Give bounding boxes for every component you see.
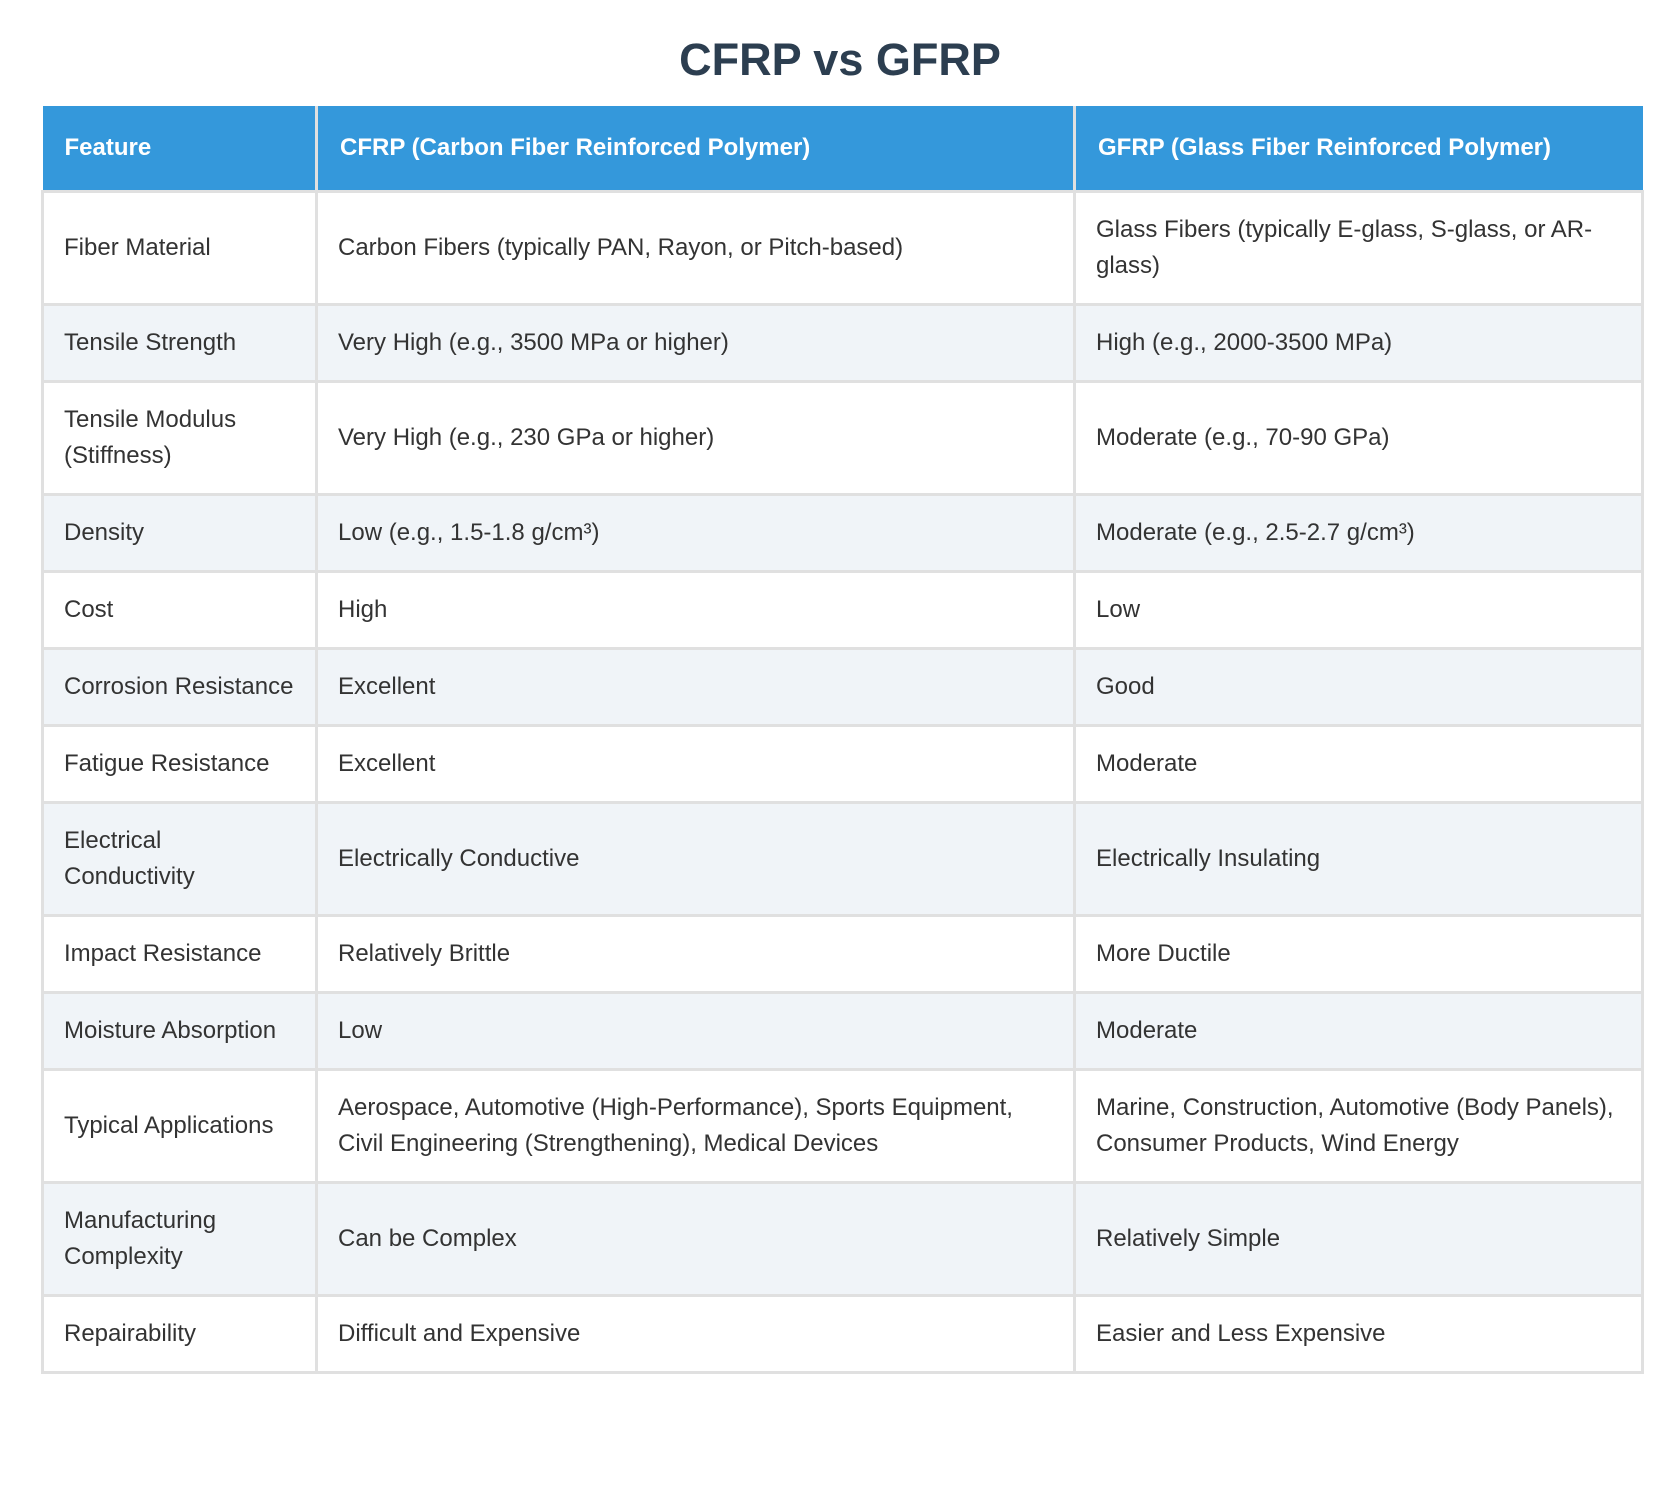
table-row: Typical Applications Aerospace, Automoti… [41, 1067, 1644, 1184]
page-title: CFRP vs GFRP [679, 34, 1001, 85]
cfrp-cell: Difficult and Expensive [315, 1293, 1076, 1374]
cfrp-cell: Electrically Conductive [315, 800, 1076, 917]
table-row: Tensile Strength Very High (e.g., 3500 M… [41, 302, 1644, 383]
table-row: Manufacturing Complexity Can be Complex … [41, 1180, 1644, 1297]
comparison-table: Feature CFRP (Carbon Fiber Reinforced Po… [41, 106, 1644, 1374]
cfrp-cell: Low [315, 990, 1076, 1071]
table-row: Cost High Low [41, 569, 1644, 650]
table-row: Impact Resistance Relatively Brittle Mor… [41, 913, 1644, 994]
feature-cell: Fatigue Resistance [41, 723, 318, 804]
table-row: Fiber Material Carbon Fibers (typically … [41, 189, 1644, 306]
cfrp-cell: Very High (e.g., 230 GPa or higher) [315, 379, 1076, 496]
feature-cell: Repairability [41, 1293, 318, 1374]
gfrp-cell: Moderate [1073, 990, 1644, 1071]
gfrp-cell: Glass Fibers (typically E-glass, S-glass… [1073, 189, 1644, 306]
table-row: Density Low (e.g., 1.5-1.8 g/cm³) Modera… [41, 492, 1644, 573]
table-row: Electrical Conductivity Electrically Con… [41, 800, 1644, 917]
table-body: Fiber Material Carbon Fibers (typically … [41, 189, 1644, 1374]
cfrp-cell: Low (e.g., 1.5-1.8 g/cm³) [315, 492, 1076, 573]
cfrp-cell: Carbon Fibers (typically PAN, Rayon, or … [315, 189, 1076, 306]
header-gfrp: GFRP (Glass Fiber Reinforced Polymer) [1073, 106, 1643, 193]
gfrp-cell: Electrically Insulating [1073, 800, 1644, 917]
table-row: Tensile Modulus (Stiffness) Very High (e… [41, 379, 1644, 496]
feature-cell: Cost [41, 569, 318, 650]
header-row: Feature CFRP (Carbon Fiber Reinforced Po… [42, 106, 1643, 193]
table-header: Feature CFRP (Carbon Fiber Reinforced Po… [42, 106, 1643, 193]
gfrp-cell: Relatively Simple [1073, 1180, 1644, 1297]
cfrp-cell: Excellent [315, 723, 1076, 804]
feature-cell: Moisture Absorption [41, 990, 318, 1071]
feature-cell: Tensile Modulus (Stiffness) [41, 379, 318, 496]
feature-cell: Corrosion Resistance [41, 646, 318, 727]
feature-cell: Tensile Strength [41, 302, 318, 383]
gfrp-cell: Marine, Construction, Automotive (Body P… [1073, 1067, 1644, 1184]
feature-cell: Density [41, 492, 318, 573]
gfrp-cell: More Ductile [1073, 913, 1644, 994]
feature-cell: Impact Resistance [41, 913, 318, 994]
table-row: Fatigue Resistance Excellent Moderate [41, 723, 1644, 804]
gfrp-cell: Easier and Less Expensive [1073, 1293, 1644, 1374]
gfrp-cell: Low [1073, 569, 1644, 650]
gfrp-cell: Good [1073, 646, 1644, 727]
cfrp-cell: Aerospace, Automotive (High-Performance)… [315, 1067, 1076, 1184]
table-row: Moisture Absorption Low Moderate [41, 990, 1644, 1071]
cfrp-cell: Very High (e.g., 3500 MPa or higher) [315, 302, 1076, 383]
gfrp-cell: Moderate (e.g., 2.5-2.7 g/cm³) [1073, 492, 1644, 573]
header-cfrp: CFRP (Carbon Fiber Reinforced Polymer) [315, 106, 1076, 193]
cfrp-cell: Can be Complex [315, 1180, 1076, 1297]
cfrp-cell: Excellent [315, 646, 1076, 727]
gfrp-cell: Moderate [1073, 723, 1644, 804]
gfrp-cell: High (e.g., 2000-3500 MPa) [1073, 302, 1644, 383]
cfrp-cell: Relatively Brittle [315, 913, 1076, 994]
table-row: Repairability Difficult and Expensive Ea… [41, 1293, 1644, 1374]
feature-cell: Electrical Conductivity [41, 800, 318, 917]
feature-cell: Manufacturing Complexity [41, 1180, 318, 1297]
table-row: Corrosion Resistance Excellent Good [41, 646, 1644, 727]
feature-cell: Typical Applications [41, 1067, 318, 1184]
feature-cell: Fiber Material [41, 189, 318, 306]
header-feature: Feature [42, 106, 318, 193]
cfrp-cell: High [315, 569, 1076, 650]
gfrp-cell: Moderate (e.g., 70-90 GPa) [1073, 379, 1644, 496]
